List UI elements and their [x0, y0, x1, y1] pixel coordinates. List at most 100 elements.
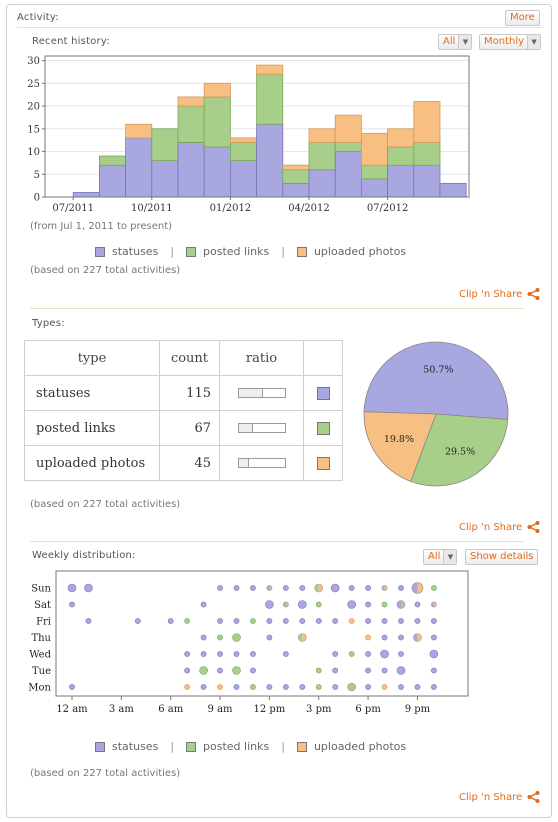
x-tick-label: 01/2012: [210, 203, 252, 214]
activity-bubble: [299, 618, 306, 624]
bar-uploaded-photos: [360, 132, 388, 166]
weekly-distribution-chart: Sun Sat Fri Thu Wed Tue Mon 12 am 3 am 6 am 9 am 12…: [28, 570, 469, 715]
activity-bubble: [297, 600, 307, 609]
activity-bubble: [184, 684, 191, 690]
activity-bubble: [315, 601, 322, 608]
show-details-button[interactable]: Show details: [465, 549, 539, 565]
activity-bubble-outline: [411, 582, 424, 594]
table-row: uploaded photos 45: [24, 445, 343, 481]
clip-share-label: Clip 'n Share: [459, 288, 523, 300]
activity-bubble: [381, 585, 385, 591]
history-filter-dropdown[interactable]: All ▼: [438, 34, 473, 50]
activity-bubble: [298, 633, 303, 642]
bar-uploaded-photos: [125, 123, 153, 139]
recent-history-chart: 0 5 10 15 20 25 30 07/2011 10/2011 01/2012 04/2012…: [27, 55, 470, 214]
bar-posted-links: [360, 164, 388, 180]
y-tick-label: 20: [27, 102, 40, 113]
activity-bubble-outline: [430, 601, 437, 608]
legend-item-statuses: statuses: [95, 740, 158, 753]
clip-share-button[interactable]: Clip 'n Share: [459, 288, 540, 300]
activity-bubble: [250, 651, 256, 657]
color-cell: [303, 445, 343, 481]
activity-bubble: [232, 666, 241, 675]
x-tick-label: 6 am: [158, 704, 184, 715]
activity-bubble: [250, 684, 256, 690]
pie-slice-statuses: [363, 341, 509, 420]
x-tick-label: 9 am: [208, 704, 234, 715]
day-label: Tue: [32, 666, 51, 677]
activity-bubble: [332, 684, 339, 690]
bar-statuses: [125, 137, 153, 198]
table-row: posted links 67: [24, 410, 343, 446]
share-icon: [527, 791, 540, 803]
bar-statuses: [72, 192, 100, 198]
activity-bubble: [398, 585, 404, 591]
plot-border: [44, 55, 470, 198]
day-label: Sun: [31, 584, 51, 595]
history-period-value: Monthly: [484, 36, 525, 47]
activity-bubble-outline: [282, 601, 289, 608]
bar-uploaded-photos: [177, 96, 205, 107]
y-tick-label: 10: [27, 147, 40, 158]
bar-uploaded-photos: [256, 64, 284, 75]
bar-uploaded-photos: [203, 82, 231, 98]
activity-bubble: [217, 684, 223, 690]
ratio-fill: [238, 459, 249, 467]
activity-bubble: [217, 634, 223, 641]
activity-bubble: [232, 633, 241, 642]
legend-swatch: [296, 246, 307, 257]
ratio-bar: [237, 458, 286, 468]
activity-bubble: [332, 651, 339, 657]
activity-bubble: [315, 667, 322, 674]
activity-bubble: [217, 618, 223, 624]
legend-swatch: [186, 246, 197, 257]
bar-statuses: [308, 169, 336, 198]
more-button[interactable]: More: [505, 10, 540, 26]
ratio-cell: [219, 375, 304, 411]
activity-bubble: [318, 584, 323, 592]
count-cell: 115: [159, 375, 220, 411]
history-filter-value: All: [443, 36, 456, 47]
activity-bubble: [411, 582, 418, 594]
clip-share-button[interactable]: Clip 'n Share: [459, 791, 540, 803]
weekly-filter-dropdown[interactable]: All ▼: [423, 549, 458, 565]
activity-bubble: [414, 684, 421, 690]
legend-label: posted links: [203, 740, 270, 753]
x-tick-label: 3 am: [109, 704, 135, 715]
activity-bubble: [417, 633, 422, 642]
history-period-dropdown[interactable]: Monthly ▼: [479, 34, 542, 50]
legend-label: statuses: [112, 245, 159, 258]
bar-posted-links: [177, 105, 205, 143]
clip-share-button[interactable]: Clip 'n Share: [459, 521, 540, 533]
bar-statuses: [387, 164, 415, 198]
activity-bubble: [397, 600, 401, 609]
bar-statuses: [203, 146, 231, 198]
bar-posted-links: [282, 169, 310, 184]
bar-uploaded-photos: [387, 128, 415, 148]
bar-statuses: [282, 182, 310, 198]
activity-bubble: [365, 618, 371, 624]
pie-label: 29.5%: [445, 447, 475, 458]
type-header: type: [24, 340, 160, 376]
legend-item-statuses: statuses: [95, 245, 158, 258]
types-header-row: type count ratio: [24, 340, 343, 376]
activity-bubble: [429, 649, 439, 659]
y-tick-label: 30: [27, 56, 40, 67]
activity-bubble: [184, 667, 191, 674]
bar-statuses: [439, 182, 467, 198]
bar-uploaded-photos: [282, 164, 310, 171]
day-label: Sat: [34, 600, 51, 611]
bar-statuses: [360, 178, 388, 198]
y-tick-label: 5: [34, 170, 40, 181]
weekly-title: Weekly distribution:: [32, 550, 136, 561]
x-tick-label: 6 pm: [355, 704, 381, 715]
bar-statuses: [177, 142, 205, 198]
activity-bubble: [365, 585, 371, 591]
activity-bubble: [250, 667, 256, 674]
legend-swatch: [95, 741, 105, 752]
activity-bubble: [381, 634, 388, 641]
bar-posted-links: [256, 73, 284, 125]
types-based-note: (based on 227 total activities): [30, 499, 181, 510]
activity-bubble: [433, 601, 437, 608]
x-tick-label: 07/2012: [367, 203, 409, 214]
